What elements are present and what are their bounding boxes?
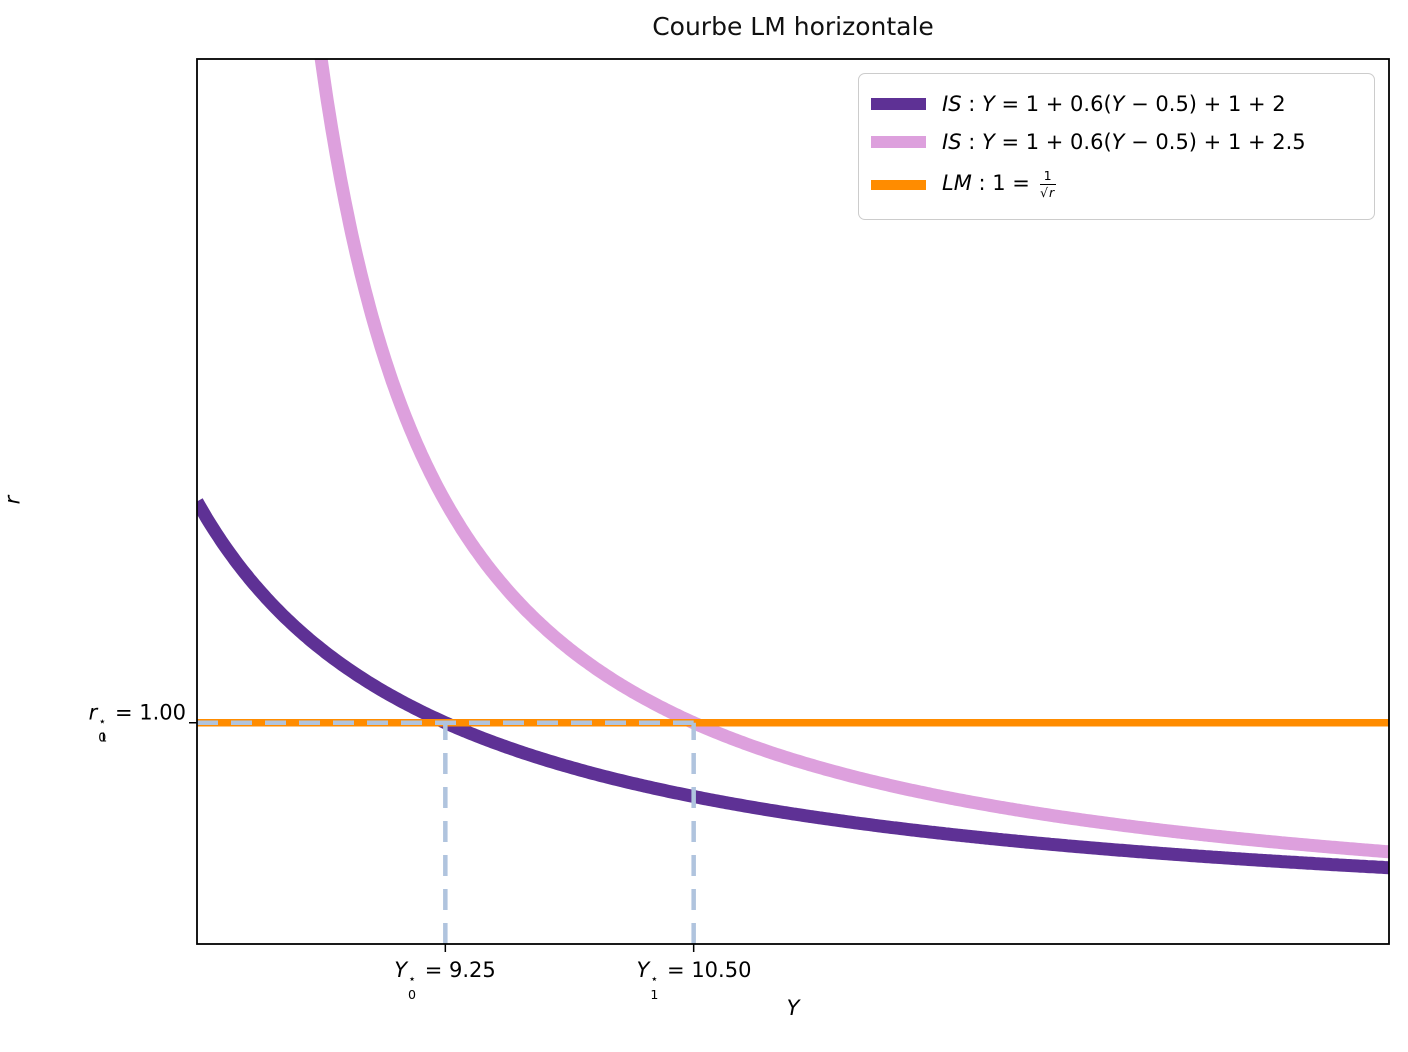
legend-label-is-shifted: IS : Y = 1 + 0.6(Y − 0.5) + 1 + 2.5: [942, 130, 1306, 155]
tick-value: = 1.00: [108, 700, 186, 725]
legend: IS : Y = 1 + 0.6(Y − 0.5) + 1 + 2 IS : Y …: [858, 73, 1375, 220]
is-curve-1: [314, 59, 1389, 859]
legend-entry-lm: LM : 1 = 1 √r: [871, 168, 1364, 201]
tick-var: Y: [394, 958, 408, 982]
x-tick-label-y0-star: Y ⋆ 0 = 9.25: [285, 958, 605, 1001]
is-curve-0: [197, 498, 1389, 875]
legend-line-swatch-lm: [871, 179, 926, 190]
x-axis-label: Y: [786, 996, 800, 1020]
legend-line-swatch-is-initial: [871, 98, 926, 111]
star-superscript: ⋆: [98, 713, 107, 729]
tick-subscript: 0: [98, 729, 107, 744]
star-superscript: ⋆: [650, 971, 659, 986]
x-tick-label-y1-star: Y ⋆ 1 = 10.50: [534, 958, 854, 1001]
legend-line-swatch-is-shifted: [871, 136, 926, 149]
legend-label-lm: LM : 1 = 1 √r: [942, 168, 1056, 201]
chart-title: Courbe LM horizontale: [652, 12, 934, 41]
tick-var: r: [88, 700, 98, 725]
legend-entry-is-shifted: IS : Y = 1 + 0.6(Y − 0.5) + 1 + 2.5: [871, 130, 1364, 154]
star-superscript: ⋆: [408, 971, 416, 986]
y-axis-label: r: [0, 495, 25, 505]
tick-var: Y: [636, 958, 650, 982]
tick-subscript: 1: [650, 986, 659, 1002]
tick-value: = 10.50: [660, 958, 752, 982]
fraction: 1 √r: [1039, 168, 1056, 201]
y-tick-label-r-star: r ⋆ 0 1 = 1.00: [89, 700, 186, 743]
legend-label-is-initial: IS : Y = 1 + 0.6(Y − 0.5) + 1 + 2: [942, 92, 1286, 117]
legend-entry-is-initial: IS : Y = 1 + 0.6(Y − 0.5) + 1 + 2: [871, 92, 1364, 116]
tick-subscript: 1: [99, 729, 108, 744]
tick-value: = 9.25: [418, 958, 496, 982]
tick-subscript: 0: [408, 986, 417, 1002]
plot-frame: [196, 58, 1390, 945]
